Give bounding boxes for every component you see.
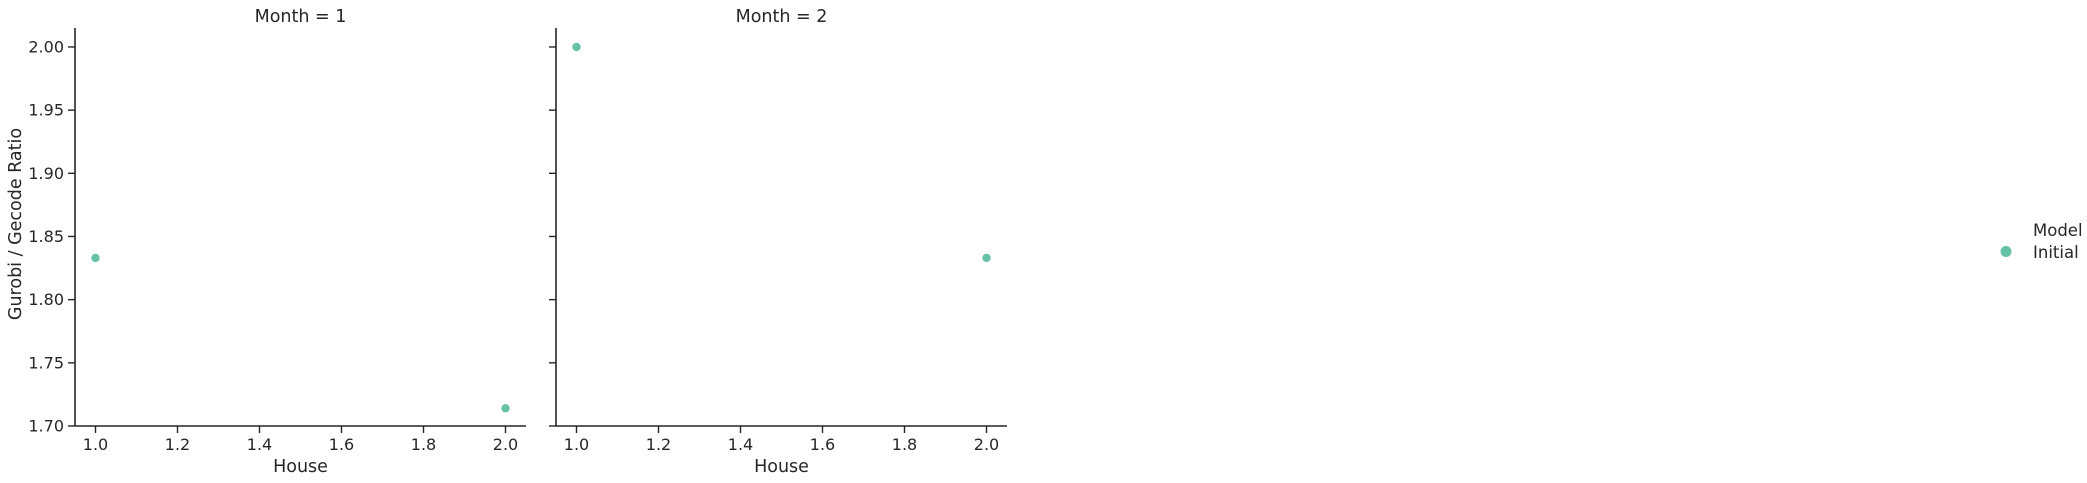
data-point-initial (982, 253, 991, 263)
panel-title-2: Month = 2 (736, 7, 828, 27)
x-tick-label: 1.0 (83, 435, 108, 454)
y-tick-label: 2.00 (28, 37, 64, 56)
y-tick-label: 1.70 (28, 417, 64, 436)
y-axis-title: Gurobi / Gecode Ratio (6, 128, 26, 320)
legend-title: Model (2033, 221, 2083, 240)
panels-layer: Month = 1 1.0 1.2 1.4 1.6 1.8 2.0 1.70 1.75 1.80 1… (28, 7, 1007, 477)
y-tick-label: 1.85 (28, 227, 64, 246)
panel-1: Month = 1 1.0 1.2 1.4 1.6 1.8 2.0 1.70 1.75 1.80 1… (28, 7, 526, 477)
y-tick-label: 1.90 (28, 164, 64, 183)
x-tick-label: 1.0 (564, 435, 589, 454)
x-axis-title-1: House (273, 457, 328, 477)
panel-title-1: Month = 1 (255, 7, 347, 27)
x-tick-label: 1.6 (329, 435, 354, 454)
y-tick-label: 1.75 (28, 353, 64, 372)
y-tick-label: 1.95 (28, 101, 64, 120)
x-tick-label: 2.0 (493, 435, 518, 454)
x-tick-label: 1.6 (810, 435, 835, 454)
data-point-initial (572, 42, 581, 52)
legend-label-initial: Initial (2033, 243, 2079, 262)
x-tick-label: 1.2 (646, 435, 671, 454)
x-axis-title-2: House (754, 457, 809, 477)
legend-marker-initial (2000, 246, 2012, 257)
data-point-initial (91, 253, 100, 263)
x-tick-label: 1.2 (165, 435, 190, 454)
x-tick-label: 1.8 (411, 435, 436, 454)
panel-2: Month = 2 1.0 1.2 1.4 1.6 1.8 2.0 House (549, 7, 1007, 477)
x-tick-label: 2.0 (974, 435, 999, 454)
y-tick-label: 1.80 (28, 290, 64, 309)
x-tick-label: 1.4 (728, 435, 753, 454)
legend: Model Initial (2000, 221, 2083, 262)
data-point-initial (501, 404, 510, 413)
x-tick-label: 1.4 (247, 435, 272, 454)
x-tick-label: 1.8 (892, 435, 917, 454)
